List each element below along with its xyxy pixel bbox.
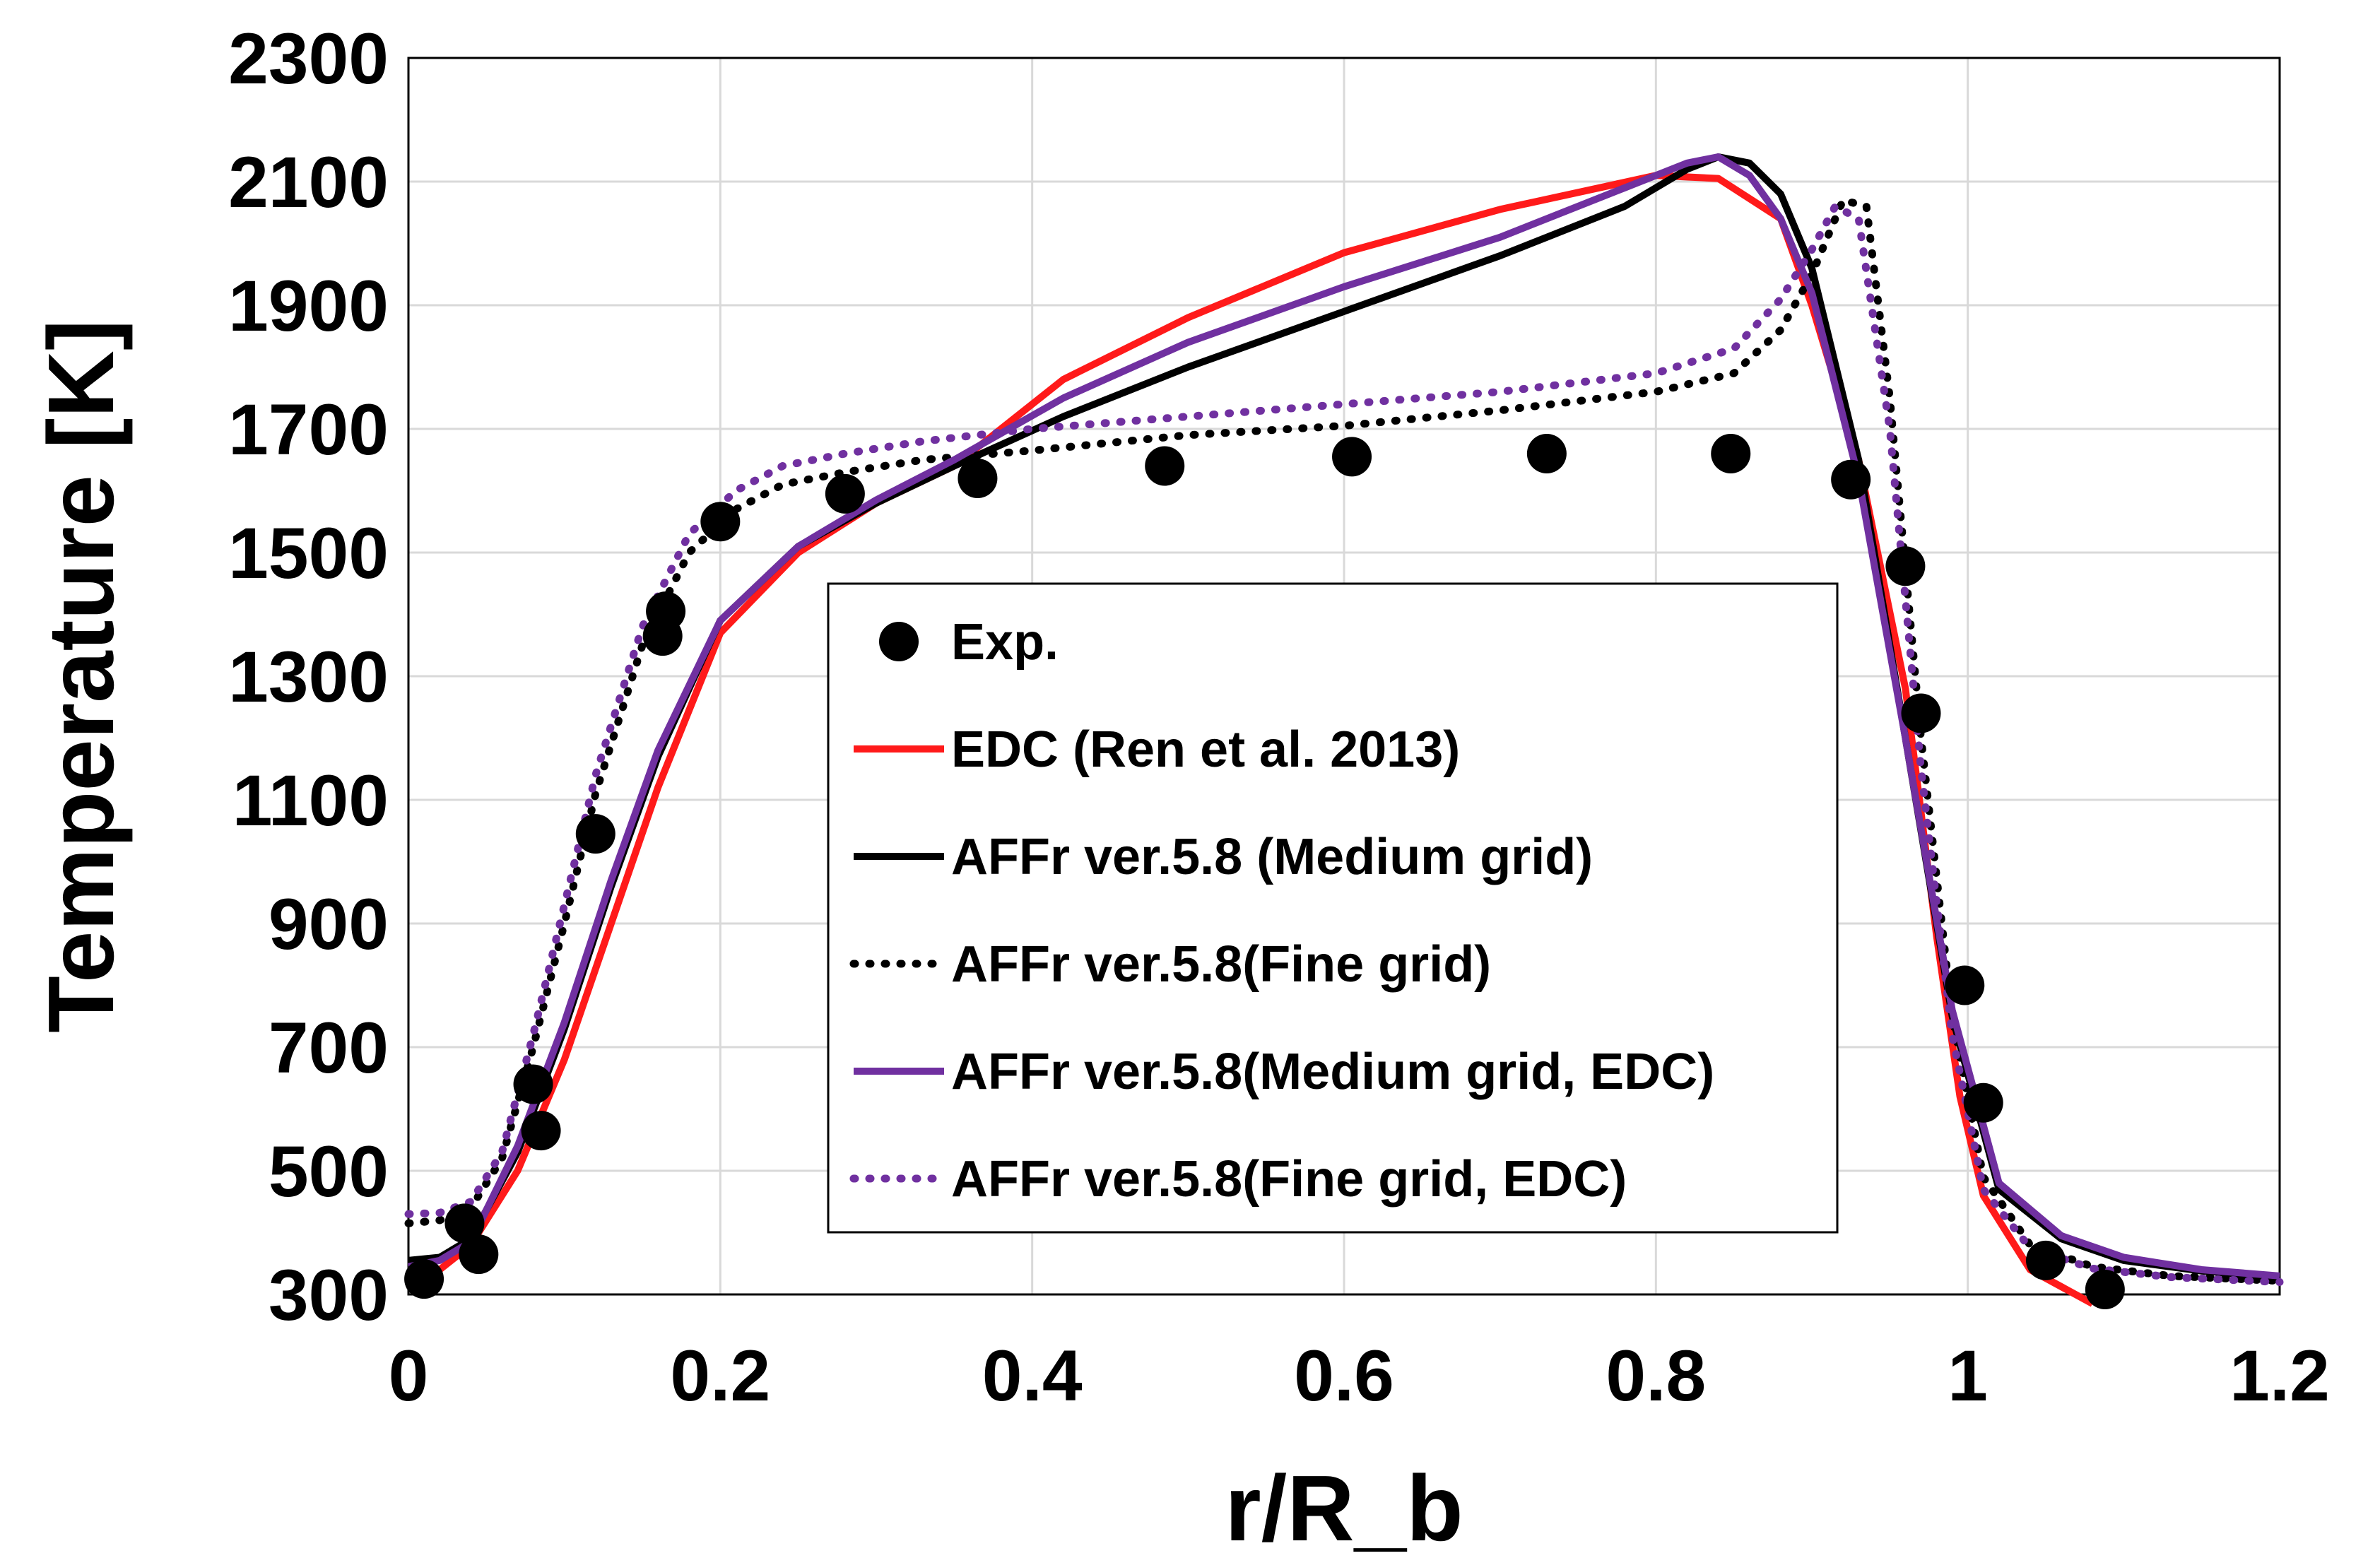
legend-box xyxy=(827,582,1839,1234)
y-tick-label: 500 xyxy=(269,1131,389,1212)
data-point xyxy=(1711,434,1751,473)
data-point xyxy=(1945,965,1985,1005)
data-point xyxy=(521,1111,561,1151)
legend-label: AFFr ver.5.8(Fine grid, EDC) xyxy=(951,1151,1627,1208)
legend-label: AFFr ver.5.8(Fine grid) xyxy=(951,936,1491,993)
legend-marker xyxy=(879,622,919,661)
data-point xyxy=(575,814,615,854)
data-point xyxy=(1963,1082,2003,1123)
y-tick-label: 1100 xyxy=(232,760,389,841)
y-tick-label: 300 xyxy=(269,1255,389,1335)
data-point xyxy=(1831,459,1871,500)
x-axis-title: r/R_b xyxy=(1225,1456,1463,1554)
legend-label: AFFr ver.5.8(Medium grid, EDC) xyxy=(951,1044,1714,1100)
legend-label: EDC (Ren et al. 2013) xyxy=(951,721,1460,778)
x-tick-label: 0 xyxy=(389,1335,429,1416)
y-tick-label: 2300 xyxy=(228,18,389,99)
y-tick-label: 900 xyxy=(269,884,389,964)
data-point xyxy=(1885,546,1926,586)
data-point xyxy=(459,1234,499,1275)
series-line-4 xyxy=(408,153,2280,1280)
data-point xyxy=(700,502,741,542)
data-point xyxy=(1332,437,1372,477)
y-tick-label: 1500 xyxy=(228,513,389,594)
y-tick-label: 1900 xyxy=(228,266,389,346)
x-tick-label: 0.6 xyxy=(1294,1335,1394,1416)
x-tick-label: 0.4 xyxy=(982,1335,1083,1416)
x-tick-label: 1.2 xyxy=(2229,1335,2330,1416)
tick-labels: 300 500 700 900 1100 1300 1500 1700 1900 2100 2300… xyxy=(228,18,2330,1416)
x-tick-label: 0.8 xyxy=(1606,1335,1706,1416)
data-point xyxy=(2026,1240,2066,1280)
x-tick-label: 1 xyxy=(1948,1335,1988,1416)
legend-label: AFFr ver.5.8 (Medium grid) xyxy=(951,829,1593,885)
y-tick-label: 1700 xyxy=(228,389,389,470)
data-point xyxy=(646,591,686,632)
data-point xyxy=(1526,434,1567,473)
data-point xyxy=(1901,693,1941,733)
data-point xyxy=(513,1064,553,1104)
series-layer xyxy=(404,153,2284,1309)
data-point xyxy=(958,459,998,498)
legend-label: Exp. xyxy=(951,614,1059,671)
plot-area xyxy=(407,57,2281,1296)
data-point xyxy=(2085,1270,2125,1309)
series-line-5 xyxy=(404,202,2284,1286)
y-tick-label: 1300 xyxy=(228,637,389,717)
data-point xyxy=(404,1259,444,1299)
y-tick-label: 2100 xyxy=(228,142,389,223)
data-point xyxy=(825,473,865,514)
data-point xyxy=(1145,446,1185,486)
legend: Exp. EDC (Ren et al. 2013) AFFr ver.5.8 (M… xyxy=(827,582,1839,1234)
y-axis-title: Temperature [K] xyxy=(29,319,133,1033)
data-point xyxy=(444,1203,485,1244)
y-tick-label: 700 xyxy=(269,1008,389,1088)
x-tick-label: 0.2 xyxy=(670,1335,770,1416)
